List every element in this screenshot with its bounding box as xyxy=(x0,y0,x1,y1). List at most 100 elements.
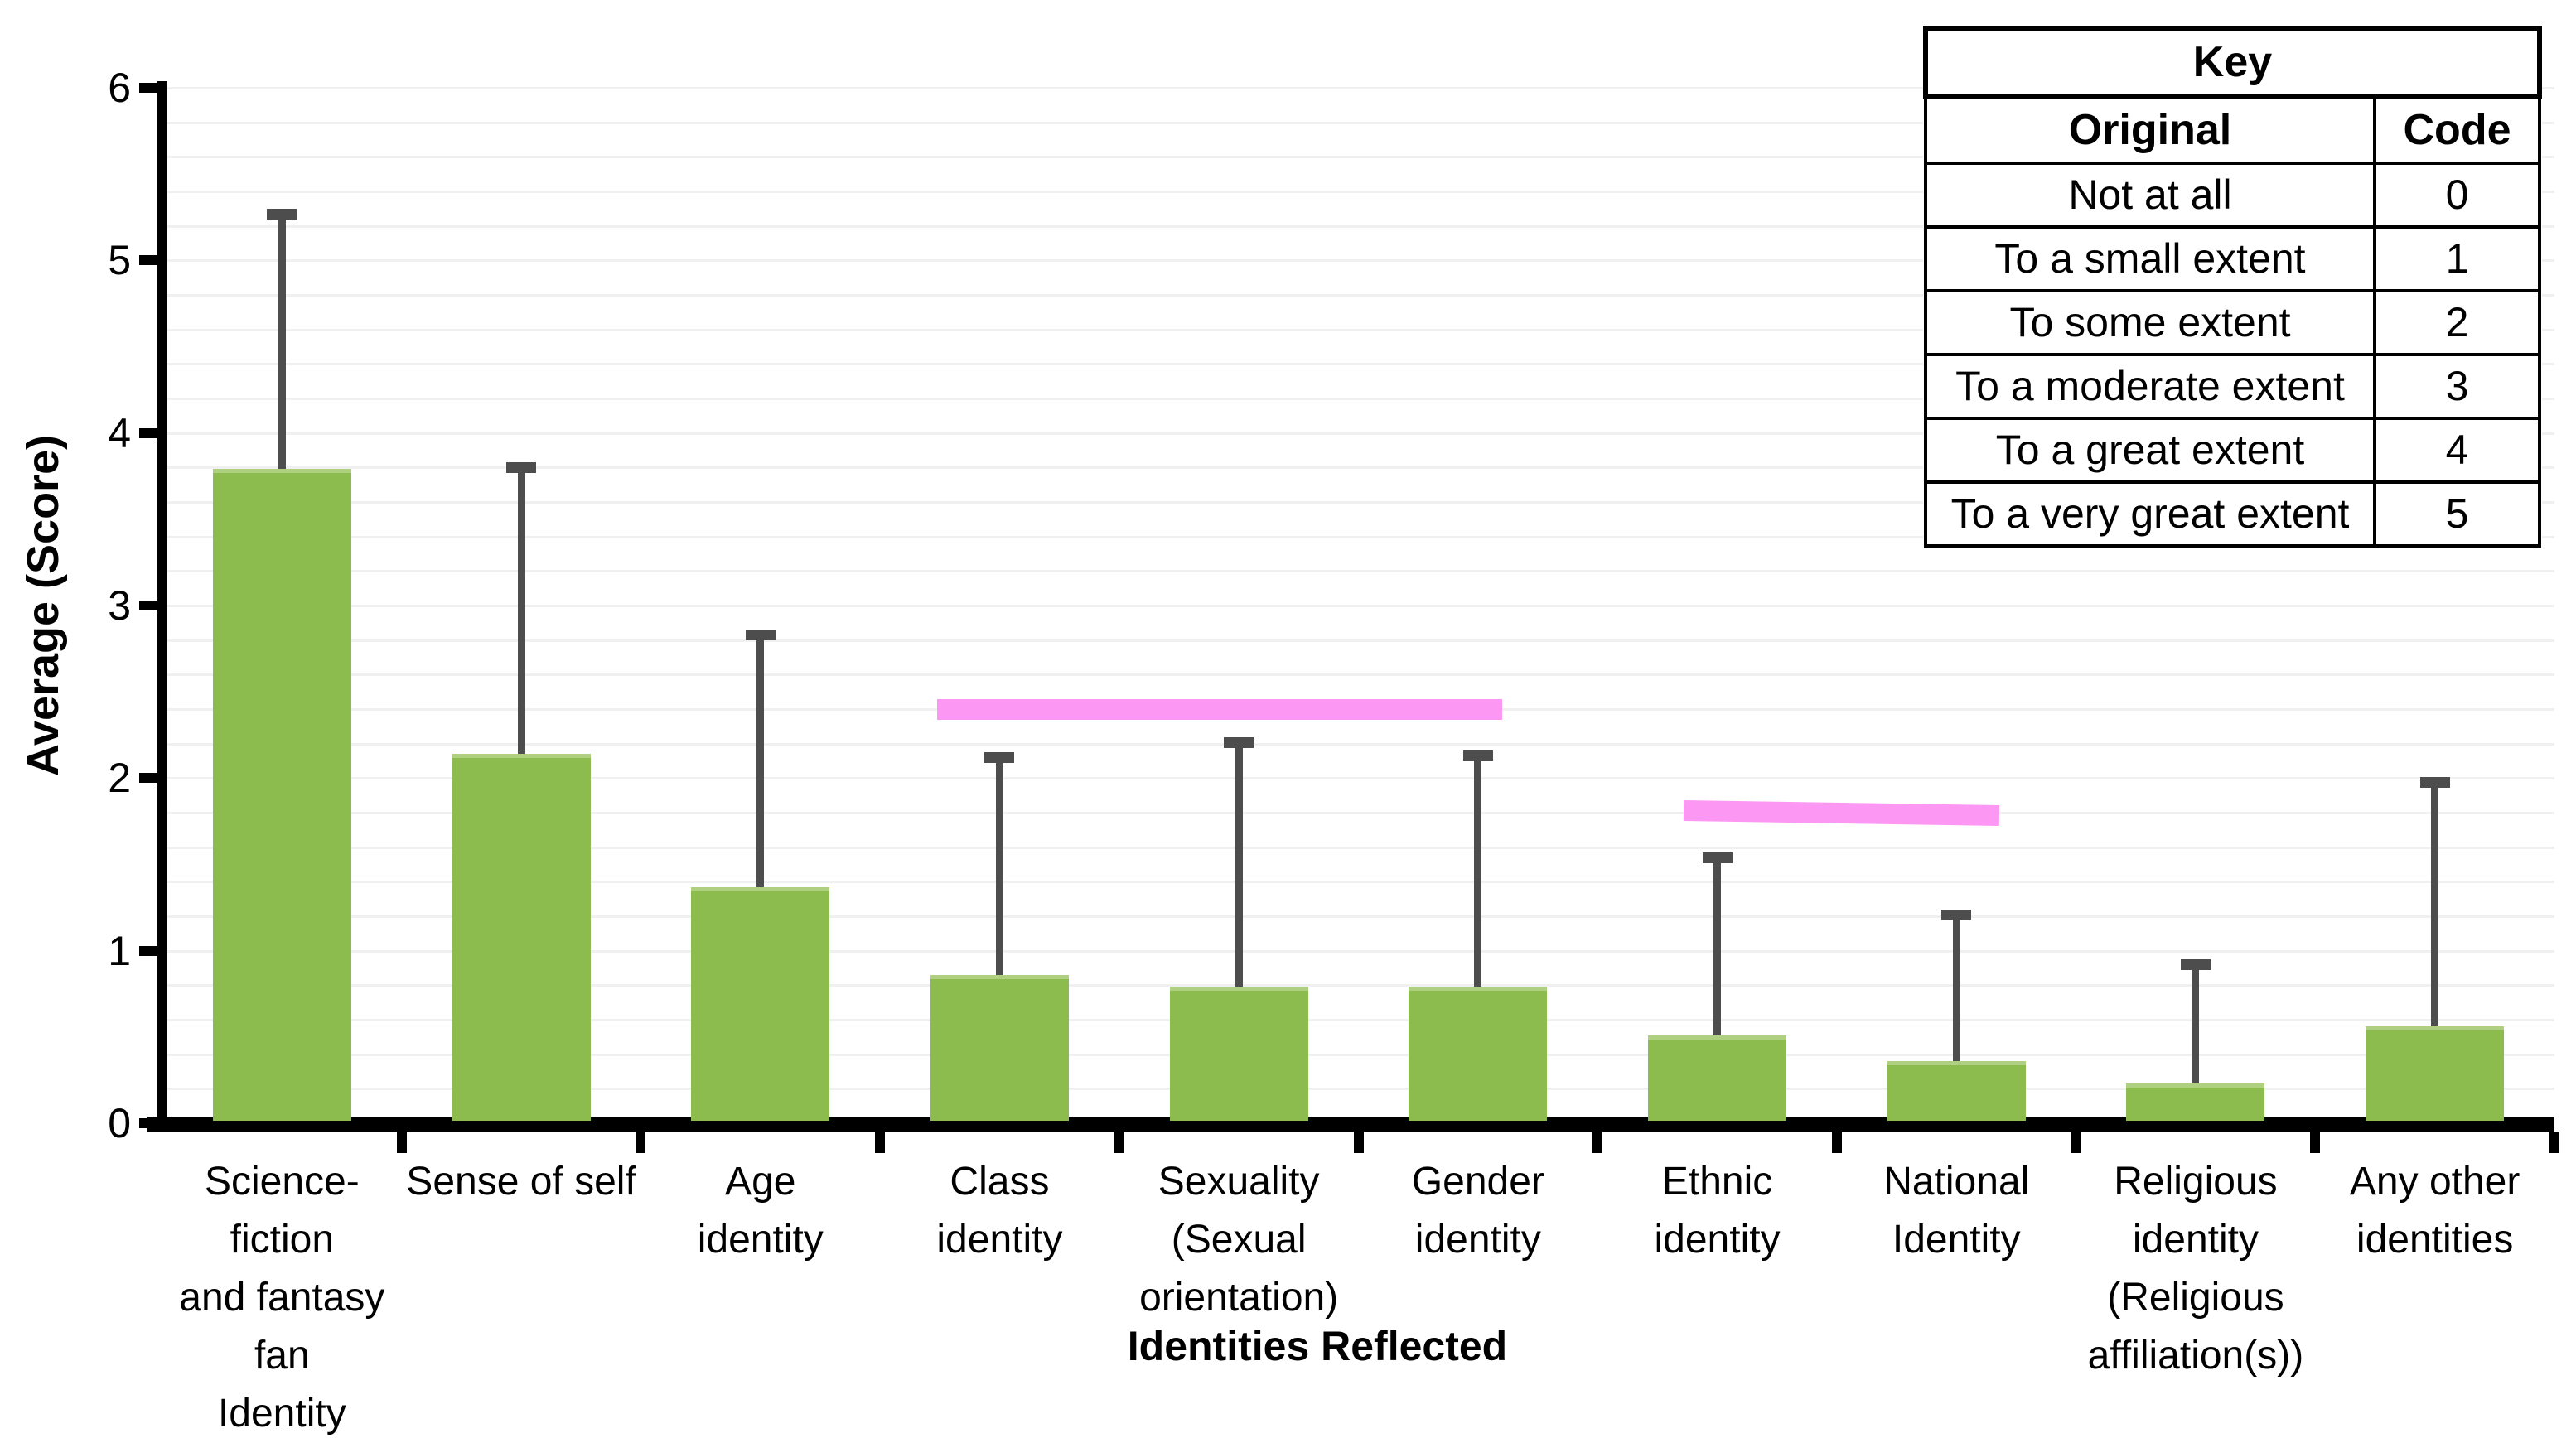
error-bar-line xyxy=(1952,914,1960,1061)
gridline xyxy=(162,466,2554,470)
bar xyxy=(1887,1061,2026,1121)
y-tick-label: 3 xyxy=(108,582,131,629)
category-label: Ethnic identity xyxy=(1654,1160,1781,1262)
gridline xyxy=(162,535,2554,538)
category-label: Science-fiction and fantasy fan Identity xyxy=(179,1160,385,1436)
gridline xyxy=(162,501,2554,504)
gridline xyxy=(162,432,2554,435)
key-original-cell: Not at all xyxy=(1924,161,2376,229)
gridline xyxy=(162,881,2554,884)
table-row: Not at all 0 xyxy=(1924,161,2541,229)
error-bar-cap xyxy=(2419,776,2450,788)
bar xyxy=(212,469,351,1121)
error-bar-cap xyxy=(745,630,776,641)
category-label: Religious identity (Religious affiliation(s… xyxy=(2087,1160,2304,1378)
gridline xyxy=(162,777,2554,780)
x-axis-tick xyxy=(636,1132,646,1153)
key-table-title: Key xyxy=(1923,26,2542,99)
gridline xyxy=(162,328,2554,331)
error-bar-cap xyxy=(1702,852,1733,864)
category-label: Class identity xyxy=(936,1160,1063,1262)
table-row: To some extent 2 xyxy=(1924,288,2541,356)
y-axis-tick xyxy=(139,255,162,266)
y-axis-tick xyxy=(139,773,162,784)
table-row: To a very great extent 5 xyxy=(1924,480,2541,548)
bar xyxy=(2366,1026,2505,1121)
category-label: National Identity xyxy=(1883,1160,2030,1262)
category-label: Age identity xyxy=(697,1160,824,1262)
significance-bar xyxy=(1683,800,2000,826)
significance-bar xyxy=(937,699,1502,720)
error-bar-cap xyxy=(2180,959,2211,971)
key-original-cell: To a great extent xyxy=(1924,416,2376,484)
table-row: To a great extent 4 xyxy=(1924,416,2541,484)
category-label: Sense of self xyxy=(406,1160,636,1204)
gridline xyxy=(162,1088,2554,1091)
error-bar-cap xyxy=(984,752,1015,764)
key-code-cell: 2 xyxy=(2373,288,2541,356)
gridline xyxy=(162,398,2554,400)
x-axis-tick xyxy=(1114,1132,1124,1153)
key-original-cell: To some extent xyxy=(1924,288,2376,356)
y-axis-tick xyxy=(139,601,162,610)
gridline xyxy=(162,294,2554,297)
bar xyxy=(691,886,830,1121)
bar xyxy=(930,974,1069,1121)
x-axis-tick xyxy=(2549,1132,2559,1153)
key-code-cell: 5 xyxy=(2373,480,2541,548)
error-bar-cap xyxy=(1224,736,1254,748)
gridline xyxy=(162,259,2554,263)
gridline xyxy=(162,121,2554,124)
error-bar-cap xyxy=(267,209,297,220)
gridline xyxy=(162,639,2554,642)
gridline xyxy=(162,87,2554,90)
plot-area: 0 1 2 3 4 5 6 Science-fiction and fantasy fan Iden… xyxy=(108,67,2559,1436)
key-original-cell: To a moderate extent xyxy=(1924,352,2376,420)
gridline xyxy=(162,673,2554,677)
gridline xyxy=(162,570,2554,573)
key-code-cell: 3 xyxy=(2373,352,2541,420)
x-axis-tick xyxy=(1353,1132,1364,1153)
error-bar-cap xyxy=(1941,909,1972,920)
gridline xyxy=(162,742,2554,746)
table-row: To a moderate extent 3 xyxy=(1924,352,2541,420)
key-col-header-original: Original xyxy=(1924,94,2376,165)
key-original-cell: To a very great extent xyxy=(1924,480,2376,548)
gridline xyxy=(162,363,2554,366)
error-bar-cap xyxy=(1462,750,1493,762)
error-bar-line xyxy=(517,467,525,755)
gridline xyxy=(162,605,2554,607)
bar xyxy=(1409,987,1548,1121)
gridline xyxy=(162,224,2554,228)
category-label: Sexuality (Sexual orientation) xyxy=(1139,1160,1339,1320)
y-axis-tick xyxy=(139,427,162,438)
y-tick-label: 4 xyxy=(108,409,131,456)
y-axis-line xyxy=(157,81,167,1132)
key-code-cell: 1 xyxy=(2373,224,2541,292)
error-bar-line xyxy=(278,214,286,470)
x-axis-tick xyxy=(2310,1132,2321,1153)
key-code-cell: 4 xyxy=(2373,416,2541,484)
table-row: To a small extent 1 xyxy=(1924,224,2541,292)
key-table: Key Original Code Not at all 0 To a smal… xyxy=(1923,26,2542,548)
x-axis-tick xyxy=(1592,1132,1603,1153)
error-bar-line xyxy=(1235,741,1243,987)
x-axis-tick xyxy=(1831,1132,1842,1153)
bar xyxy=(452,754,591,1121)
gridline xyxy=(162,915,2554,918)
gridline xyxy=(162,156,2554,159)
x-axis-title: Identities Reflected xyxy=(1127,1323,1508,1369)
y-axis-tick xyxy=(139,945,162,956)
gridline xyxy=(162,984,2554,987)
x-axis-tick xyxy=(2071,1132,2081,1153)
error-bar-line xyxy=(1474,755,1482,987)
gridline xyxy=(162,846,2554,849)
gridline xyxy=(162,949,2554,953)
gridline xyxy=(162,191,2554,194)
error-bar-line xyxy=(995,757,1003,975)
gridline xyxy=(162,1019,2554,1021)
bar-chart-figure: Average (Score) 0 1 2 3 4 5 6 Science-fiction an… xyxy=(18,26,2559,1436)
key-original-cell: To a small extent xyxy=(1924,224,2376,292)
error-bar-line xyxy=(1713,857,1722,1035)
category-label: Any other identities xyxy=(2349,1160,2520,1262)
